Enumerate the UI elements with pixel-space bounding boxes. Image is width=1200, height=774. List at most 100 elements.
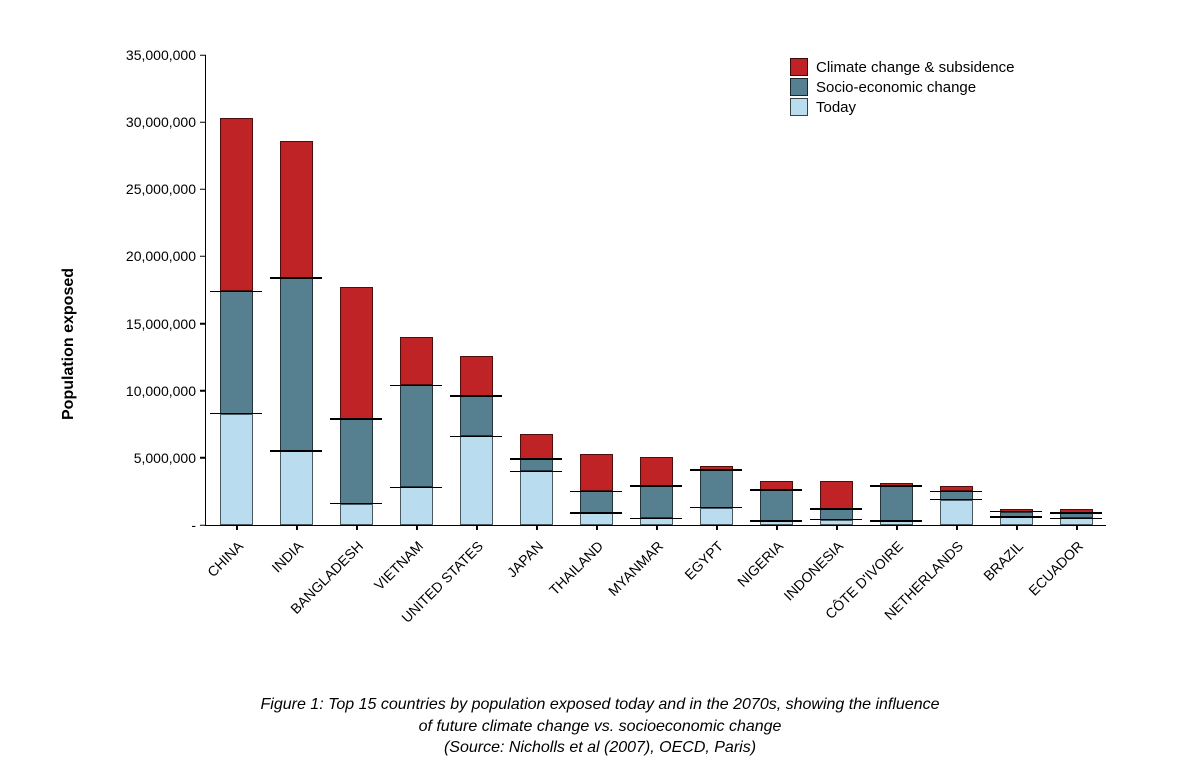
bar xyxy=(640,55,673,525)
bar-segment-climate xyxy=(520,434,553,460)
bar xyxy=(880,55,913,525)
bar xyxy=(820,55,853,525)
error-cap xyxy=(450,395,503,397)
y-tick-label: 35,000,000 xyxy=(126,47,206,63)
y-axis-label: Population exposed xyxy=(60,268,78,420)
y-tick-label: 30,000,000 xyxy=(126,114,206,130)
error-cap xyxy=(510,458,563,460)
x-tick-label: VIETNAM xyxy=(368,535,426,593)
x-tick-mark xyxy=(236,525,238,530)
error-cap xyxy=(930,491,983,493)
bar-segment-climate xyxy=(580,454,613,492)
y-tick-mark xyxy=(200,323,206,325)
bar-segment-climate xyxy=(280,141,313,278)
y-tick-label: 5,000,000 xyxy=(134,450,206,466)
bar xyxy=(280,55,313,525)
y-tick-label: 15,000,000 xyxy=(126,316,206,332)
caption-line-2: of future climate change vs. socioeconom… xyxy=(419,718,782,735)
y-tick-mark xyxy=(200,256,206,258)
caption-line-3: (Source: Nicholls et al (2007), OECD, Pa… xyxy=(444,739,756,756)
bar xyxy=(1000,55,1033,525)
bar-segment-socio xyxy=(700,470,733,508)
x-tick-mark xyxy=(716,525,718,530)
error-cap xyxy=(870,520,923,522)
y-tick-label: 10,000,000 xyxy=(126,383,206,399)
error-cap xyxy=(990,511,1043,513)
x-tick-label: MYANMAR xyxy=(602,535,666,599)
error-cap xyxy=(870,485,923,487)
error-cap xyxy=(570,491,623,493)
error-cap xyxy=(810,519,863,521)
bar-segment-today xyxy=(1000,517,1033,525)
bar-segment-climate xyxy=(460,356,493,396)
error-cap xyxy=(330,503,383,505)
bar-segment-climate xyxy=(640,457,673,487)
bar xyxy=(400,55,433,525)
legend-item: Today xyxy=(790,98,1014,116)
legend-label: Climate change & subsidence xyxy=(816,59,1014,76)
bar xyxy=(1060,55,1093,525)
x-tick-mark xyxy=(1076,525,1078,530)
x-tick-label: INDIA xyxy=(266,535,307,576)
error-cap xyxy=(330,418,383,420)
x-tick-mark xyxy=(476,525,478,530)
x-tick-mark xyxy=(896,525,898,530)
legend-swatch xyxy=(790,78,808,96)
error-cap xyxy=(630,518,683,520)
bar-segment-socio xyxy=(520,459,553,471)
caption-line-1: Figure 1: Top 15 countries by population… xyxy=(261,696,940,713)
bar-segment-climate xyxy=(820,481,853,509)
error-cap xyxy=(270,277,323,279)
bar-segment-socio xyxy=(580,491,613,512)
bar-segment-socio xyxy=(340,419,373,504)
bar-segment-today xyxy=(280,451,313,525)
legend: Climate change & subsidence Socio-economi… xyxy=(790,58,1014,118)
y-tick-mark xyxy=(200,121,206,123)
error-cap xyxy=(930,499,983,501)
bar-segment-today xyxy=(580,513,613,525)
bar-segment-today xyxy=(1060,518,1093,525)
error-cap xyxy=(210,291,263,293)
x-tick-label: THAILAND xyxy=(543,535,606,598)
bar-segment-socio xyxy=(280,278,313,451)
x-tick-label: CHINA xyxy=(201,535,246,580)
bar-segment-climate xyxy=(340,287,373,419)
error-cap xyxy=(990,516,1043,518)
bar-segment-socio xyxy=(460,396,493,436)
error-cap xyxy=(690,469,743,471)
bar-segment-today xyxy=(460,436,493,525)
bar xyxy=(460,55,493,525)
y-tick-label: 20,000,000 xyxy=(126,248,206,264)
error-cap xyxy=(270,450,323,452)
bar-segment-socio xyxy=(400,385,433,487)
bar xyxy=(220,55,253,525)
figure-caption: Figure 1: Top 15 countries by population… xyxy=(0,694,1200,759)
chart-container: Population exposed -5,000,00010,000,0001… xyxy=(0,0,1200,774)
bar-segment-today xyxy=(640,518,673,525)
x-tick-mark xyxy=(656,525,658,530)
bar-segment-today xyxy=(220,414,253,525)
error-cap xyxy=(390,385,443,387)
error-cap xyxy=(630,485,683,487)
bar xyxy=(520,55,553,525)
y-tick-mark xyxy=(200,189,206,191)
x-tick-label: ECUADOR xyxy=(1022,535,1086,599)
legend-label: Socio-economic change xyxy=(816,79,976,96)
bar-segment-today xyxy=(700,508,733,525)
bar-segment-socio xyxy=(880,486,913,521)
bar xyxy=(760,55,793,525)
x-tick-mark xyxy=(416,525,418,530)
bar xyxy=(940,55,973,525)
x-tick-label: BRAZIL xyxy=(977,535,1026,584)
legend-item: Socio-economic change xyxy=(790,78,1014,96)
y-tick-mark xyxy=(200,54,206,56)
error-cap xyxy=(450,436,503,438)
plot-area: -5,000,00010,000,00015,000,00020,000,000… xyxy=(205,55,1106,526)
x-tick-mark xyxy=(536,525,538,530)
error-cap xyxy=(1050,518,1103,520)
x-tick-mark xyxy=(356,525,358,530)
error-cap xyxy=(690,507,743,509)
bar-segment-today xyxy=(940,500,973,526)
y-tick-label: 25,000,000 xyxy=(126,181,206,197)
legend-swatch xyxy=(790,98,808,116)
